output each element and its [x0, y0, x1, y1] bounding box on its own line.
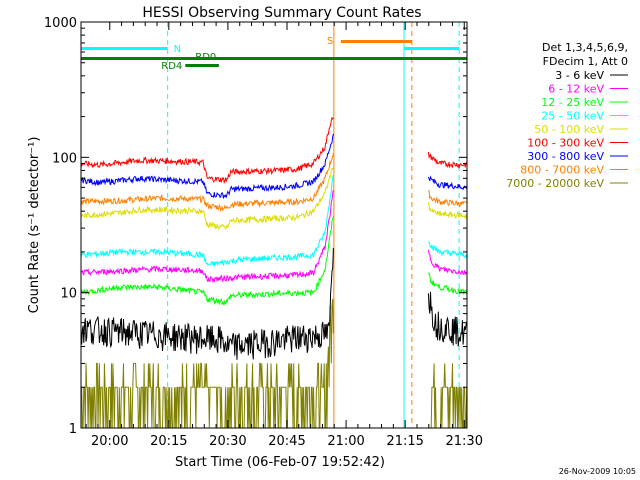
series-6-12-kev [80, 189, 468, 284]
legend-entry-label: 3 - 6 keV [555, 69, 604, 82]
series-trace [81, 298, 334, 429]
series-trace [427, 189, 467, 208]
series-trace [427, 202, 468, 220]
saa-flag-bar [340, 40, 412, 43]
legend-entry-label: 6 - 12 keV [548, 83, 604, 96]
y-axis-label: Count Rate (s⁻¹ detector⁻¹) [27, 137, 42, 314]
legend-entry-label: 12 - 25 keV [541, 96, 604, 109]
series-trace [427, 175, 468, 191]
series-trace [80, 167, 334, 230]
series-trace [427, 291, 468, 347]
legend-entry-label: 300 - 800 keV [527, 150, 604, 163]
x-tick-label: 20:15 [150, 434, 187, 449]
x-tick-label: 21:15 [386, 434, 423, 449]
x-tick-label: 20:45 [268, 434, 305, 449]
x-tick-label: 21:30 [446, 434, 483, 449]
y-tick-label: 1000 [44, 16, 77, 31]
series-7000-20000-kev [81, 298, 468, 429]
x-axis-label: Start Time (06-Feb-07 19:52:42) [175, 455, 385, 470]
series-12-25-kev [80, 216, 468, 306]
series-trace [80, 247, 334, 360]
legend-header-detectors: Det 1,3,4,5,6,9, [542, 41, 628, 54]
series-trace [80, 174, 334, 267]
series-300-800-kev [80, 133, 468, 199]
series-25-50-kev [80, 174, 468, 267]
night-flag-bar [403, 47, 460, 50]
legend: Det 1,3,4,5,6,9, FDecim 1, Att 0 3 - 6 k… [506, 41, 628, 190]
series-800-7000-kev [80, 152, 467, 212]
series-50-100-kev [80, 167, 468, 230]
series-trace [428, 272, 468, 296]
series-3-6-kev [80, 247, 468, 360]
legend-entry-label: 800 - 7000 keV [520, 164, 604, 177]
plot-frame [80, 21, 468, 429]
rd0-flag-label: RD0 [195, 52, 216, 63]
saa-flag-label: S [327, 36, 333, 47]
legend-entry-label: 50 - 100 keV [534, 123, 604, 136]
series-trace [80, 216, 334, 306]
rd4-flag-bar [185, 64, 219, 67]
rd4-flag-label: RD4 [161, 61, 182, 72]
series-trace [427, 241, 468, 260]
x-tick-label: 20:00 [91, 434, 128, 449]
night-flag-label: N [174, 44, 181, 55]
x-tick-label: 21:00 [327, 434, 364, 449]
series-trace [428, 363, 468, 429]
legend-entry-label: 7000 - 20000 keV [506, 177, 604, 190]
rd0-flag-bar [81, 57, 467, 60]
y-tick-label: 1 [69, 422, 77, 437]
legend-entry-label: 100 - 300 keV [527, 137, 604, 150]
timestamp-footer: 26-Nov-2009 10:05 [559, 467, 636, 476]
series-trace [80, 116, 334, 185]
chart-title: HESSI Observing Summary Count Rates [142, 5, 421, 21]
legend-header-fdecim: FDecim 1, Att 0 [543, 55, 628, 68]
legend-entry-label: 25 - 50 keV [541, 110, 604, 123]
series-trace [427, 152, 468, 169]
series-trace [80, 189, 334, 284]
series-100-300-kev [80, 116, 468, 185]
y-tick-label: 10 [60, 287, 77, 302]
series-trace [80, 152, 334, 212]
series-trace [80, 133, 334, 199]
y-tick-label: 100 [52, 151, 77, 166]
night-flag-bar [81, 47, 168, 50]
series-trace [427, 249, 468, 275]
x-tick-label: 20:30 [209, 434, 246, 449]
